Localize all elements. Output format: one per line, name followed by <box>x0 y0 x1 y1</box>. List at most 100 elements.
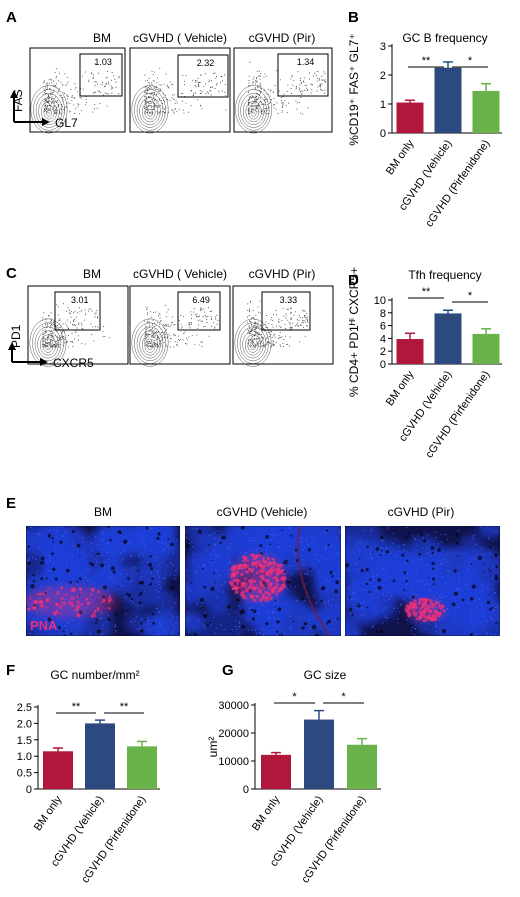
chart-F-y-tick-label: 1.5 <box>17 735 32 747</box>
chart-F-y-tick-label: 2.5 <box>17 702 32 714</box>
panel-c-plots: 3.01 6.49 3.33 <box>27 285 334 367</box>
panel-a-plot-2: 2.32 <box>129 47 231 134</box>
chart-G-category-label-1: BM only <box>250 793 283 833</box>
pna-stain-2 <box>229 553 287 603</box>
panel-e-figure: E BM cGVHD (Vehicle) cGVHD (Pir) PNA <box>6 495 500 636</box>
chart-G-y-tick-label: 30000 <box>218 700 249 712</box>
panel-c-gate-1 <box>54 291 101 331</box>
panel-a-x-arrow-head <box>42 118 50 126</box>
panel-c-gate-events-2 <box>188 307 219 329</box>
panel-a-events-3 <box>247 61 323 115</box>
chart-B-y-axis-label: %CD19⁺ FAS⁺ GL7⁺ <box>347 33 361 145</box>
chart-B-y-tick-label: 3 <box>380 41 386 53</box>
panel-c-gate-value-2: 6.49 <box>192 295 210 305</box>
panel-a-contours-1 <box>30 85 68 134</box>
chart-D-y-tick-label: 4 <box>380 333 386 345</box>
panel-a-title-3: cGVHD (Pir) <box>249 31 316 45</box>
chart-B-bar-3 <box>472 90 500 133</box>
chart-B-bar-1 <box>396 102 424 133</box>
chart-D-y-tick-label: 8 <box>380 308 386 320</box>
chart-G-y-tick-label: 0 <box>243 784 249 796</box>
chart-gc-b-frequency: GC B frequency %CD19⁺ FAS⁺ GL7⁺ 0 1 2 3 BM onl… <box>347 31 502 230</box>
chart-D-sig-label-1: ** <box>422 286 431 298</box>
panel-a-y-arrow-head <box>10 90 18 98</box>
chart-F-bar-3 <box>127 746 157 789</box>
panel-b-letter: B <box>348 9 359 26</box>
panel-a-gate-value-2: 2.32 <box>197 58 215 68</box>
panel-a-title-2: cGVHD ( Vehicle) <box>133 31 227 45</box>
chart-F-category-label-1: BM only <box>32 793 65 833</box>
chart-F-sig-label-2: ** <box>120 701 129 713</box>
panel-c-letter: C <box>6 265 17 282</box>
panel-e-title-1: BM <box>94 505 112 519</box>
chart-B-y-tick-label: 1 <box>380 99 386 111</box>
chart-B-category-label-1: BM only <box>384 137 417 177</box>
panel-a-gate-events-1 <box>91 70 120 95</box>
panel-c-x-axis-label: CXCR5 <box>53 356 94 370</box>
panel-e-title-2: cGVHD (Vehicle) <box>217 505 308 519</box>
chart-D-y-tick-label: 10 <box>374 295 386 307</box>
panel-c-events-1 <box>42 303 110 348</box>
panel-c-x-arrow-head <box>40 358 48 366</box>
chart-D-y-tick-label: 6 <box>380 321 386 333</box>
chart-F-sig-label-1: ** <box>72 701 81 713</box>
panel-c-figure: C BM cGVHD ( Vehicle) cGVHD (Pir) 3.01 6.… <box>6 265 334 370</box>
panel-c-contours-2 <box>131 318 169 367</box>
panel-a-gate-2 <box>177 54 229 98</box>
chart-D-sig-label-2: * <box>468 290 473 302</box>
panel-a: A BM cGVHD ( Vehicle) cGVHD (Pir) 1.03 2.… <box>0 0 340 150</box>
chart-G-bar-2 <box>304 719 334 789</box>
chart-D-y-axis-label: % CD4+ PD1ᴴⁱ CXCR5+ <box>347 267 361 397</box>
panel-c-gate-3 <box>261 291 311 331</box>
panel-a-gate-value-1: 1.03 <box>94 57 112 67</box>
panel-c-y-axis-label: PD1 <box>9 324 23 348</box>
panel-e-images <box>26 526 500 636</box>
panel-c-gate-value-3: 3.33 <box>280 295 298 305</box>
chart-D-y-tick-label: 2 <box>380 346 386 358</box>
chart-B-category-label-3: cGVHD (Pirfenidone) <box>423 138 492 230</box>
panel-c-title-2: cGVHD ( Vehicle) <box>133 267 227 281</box>
chart-D-category-label-3: cGVHD (Pirfenidone) <box>423 369 492 461</box>
panel-e-title-3: cGVHD (Pir) <box>388 505 455 519</box>
panel-e-stain-label: PNA <box>30 618 58 633</box>
chart-D-title: Tfh frequency <box>408 268 481 282</box>
panel-c-title-1: BM <box>83 267 101 281</box>
panel-a-plot-3: 1.34 <box>233 47 333 134</box>
panel-c-gate-2 <box>177 291 221 331</box>
chart-G-sig-label-1: * <box>292 691 297 703</box>
panel-a-figure: A BM cGVHD ( Vehicle) cGVHD (Pir) 1.03 2.… <box>6 9 333 134</box>
chart-F-bar-1 <box>43 751 73 789</box>
panel-a-gate-events-3 <box>290 71 326 95</box>
chart-D-bar-2 <box>434 313 462 364</box>
panel-g-letter: G <box>222 662 234 679</box>
chart-G-sig-label-2: * <box>341 691 346 703</box>
chart-G-bar-3 <box>347 744 377 789</box>
panel-e-letter: E <box>6 495 16 512</box>
panel-c-plot-3: 3.33 <box>232 285 334 367</box>
panel-a-plots: 1.03 2.32 1.34 <box>29 47 333 134</box>
chart-B-sig-label-2: * <box>468 55 473 67</box>
chart-F-y-tick-label: 0 <box>26 784 32 796</box>
panel-a-gate-1 <box>79 53 123 97</box>
chart-F-bar-2 <box>85 723 115 789</box>
panel-c-plot-1: 3.01 <box>27 285 129 367</box>
chart-G-title: GC size <box>304 668 347 682</box>
panel-a-gate-3 <box>277 53 329 97</box>
panel-c-gate-events-1 <box>66 307 99 329</box>
panel-d-letter: D <box>348 272 359 289</box>
panel-a-contours-2 <box>131 85 169 134</box>
panel-a-plot-1: 1.03 <box>29 47 126 134</box>
chart-G-y-tick-label: 20000 <box>218 728 249 740</box>
panel-c-y-arrow-head <box>8 342 16 350</box>
panel-a-title-1: BM <box>93 31 111 45</box>
micrograph-2 <box>185 526 341 636</box>
panel-a-gate-events-2 <box>190 72 226 96</box>
panel-e: E BM cGVHD (Vehicle) cGVHD (Pir) PNA <box>0 490 520 650</box>
panel-a-letter: A <box>6 9 17 26</box>
panel-c-plot-2: 6.49 <box>129 285 231 367</box>
chart-D-y-tick-label: 0 <box>380 359 386 371</box>
panel-a-events-1 <box>43 62 112 115</box>
chart-F-y-tick-label: 1.0 <box>17 751 32 763</box>
chart-B-title: GC B frequency <box>402 31 487 45</box>
micrograph-1 <box>26 526 180 636</box>
